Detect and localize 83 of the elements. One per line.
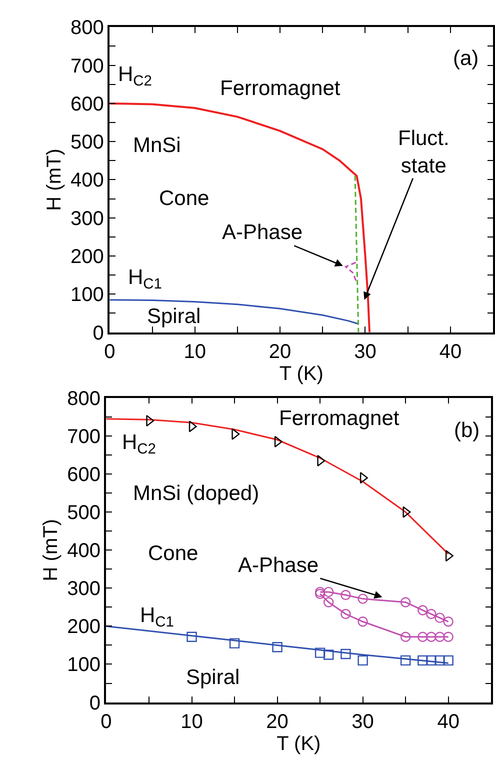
annotation: H$_{C2}$ <box>118 63 152 90</box>
point <box>317 454 326 466</box>
y-tick-label: 500 <box>70 132 104 154</box>
point <box>314 648 326 658</box>
y-tick-label: 200 <box>70 246 104 268</box>
annotation: Cone <box>159 187 210 210</box>
annotation: MnSi <box>133 134 181 157</box>
x-tick-label: 40 <box>437 711 460 734</box>
y-tick-label: 100 <box>67 654 100 676</box>
point <box>445 550 454 562</box>
point <box>418 605 428 616</box>
annotation: (a) <box>453 47 479 70</box>
point <box>360 472 368 484</box>
annotation: Spiral <box>186 666 240 689</box>
point <box>443 632 454 642</box>
point <box>400 655 411 666</box>
point <box>274 436 282 448</box>
x-tick-label: 10 <box>180 711 203 734</box>
y-axis-title: H (mT) <box>40 519 62 582</box>
point <box>426 655 436 666</box>
point <box>400 632 411 642</box>
point <box>400 597 411 608</box>
y-tick-label: 0 <box>89 692 100 714</box>
point <box>186 632 197 642</box>
point <box>434 655 445 666</box>
annotation: Cone <box>148 542 198 565</box>
point <box>443 616 454 627</box>
y-tick-label: 400 <box>67 540 100 562</box>
y-tick-label: 800 <box>70 17 104 40</box>
x-tick-label: 30 <box>352 711 374 734</box>
x-tick-label: 20 <box>268 341 292 364</box>
point <box>272 642 282 652</box>
annotation: Spiral <box>147 305 201 328</box>
point <box>434 612 445 623</box>
point <box>340 648 351 660</box>
point <box>358 594 368 604</box>
y-tick-label: 700 <box>70 55 104 78</box>
point <box>426 608 436 620</box>
annotation: MnSi (doped) <box>133 482 260 505</box>
annotation: H$_{C2}$ <box>122 431 156 458</box>
line-series <box>110 102 371 332</box>
y-tick-label: 500 <box>67 502 100 524</box>
annotation: Ferromagnet <box>220 77 340 100</box>
annotation: (b) <box>454 419 480 442</box>
point <box>426 632 436 642</box>
y-tick-label: 200 <box>67 616 100 638</box>
point <box>340 590 351 600</box>
point <box>188 420 197 432</box>
annotation: A-Phase <box>238 554 319 577</box>
point <box>340 608 351 620</box>
point <box>324 597 334 608</box>
y-tick-label: 0 <box>92 322 104 344</box>
annotation: A-Phase <box>222 221 303 244</box>
point <box>232 428 240 440</box>
annotation: H$_{C1}$ <box>128 266 162 292</box>
x-tick-label: 20 <box>266 711 288 734</box>
point <box>443 655 454 666</box>
point <box>323 650 334 660</box>
point <box>358 616 368 627</box>
y-tick-label: 300 <box>70 208 104 230</box>
x-axis-title: T (K) <box>279 363 324 386</box>
point <box>358 655 368 666</box>
annotation: Fluct. state <box>398 127 450 178</box>
y-tick-label: 300 <box>67 578 100 600</box>
x-tick-label: 10 <box>184 341 206 364</box>
y-tick-label: 600 <box>67 464 100 486</box>
point <box>434 632 445 642</box>
y-tick-label: 700 <box>67 426 100 448</box>
annotation: Ferromagnet <box>279 407 400 430</box>
x-axis-title: T (K) <box>276 733 321 756</box>
annotation: H$_{C1}$ <box>140 604 174 630</box>
y-tick-label: 100 <box>70 284 104 306</box>
x-tick-label: 30 <box>354 341 376 364</box>
y-axis-title: H (mT) <box>44 148 66 211</box>
point <box>229 638 240 648</box>
point <box>324 586 334 598</box>
x-tick-label: 40 <box>439 341 462 364</box>
point <box>418 632 428 642</box>
y-tick-label: 600 <box>70 93 104 116</box>
y-tick-label: 400 <box>70 170 104 192</box>
point <box>418 655 428 666</box>
y-tick-label: 800 <box>67 388 100 410</box>
point <box>402 506 411 518</box>
